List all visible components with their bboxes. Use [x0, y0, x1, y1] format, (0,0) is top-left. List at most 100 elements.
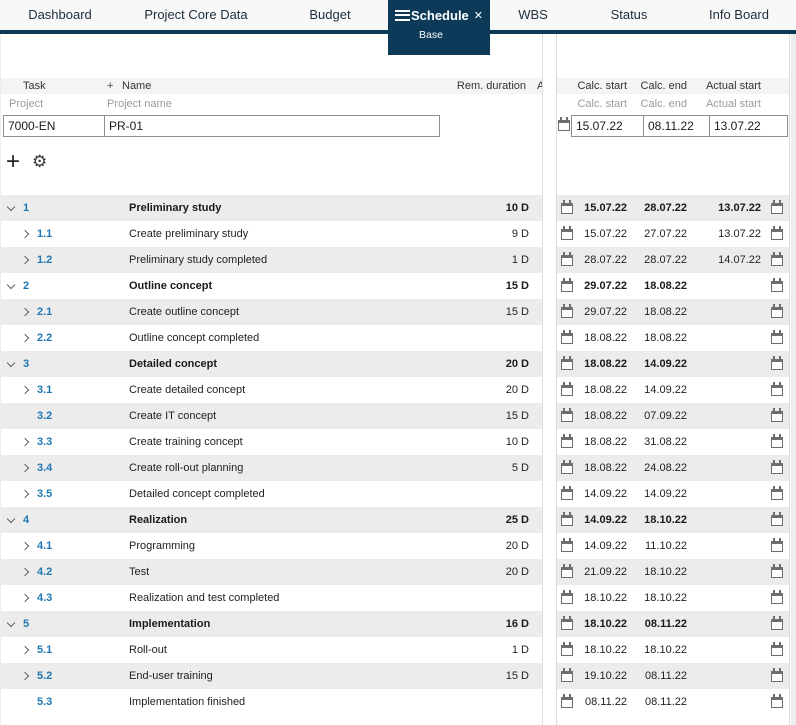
- task-row[interactable]: 2.2 Outline concept completed: [1, 325, 542, 351]
- chevron-right-icon[interactable]: [20, 463, 30, 473]
- calc-end-input[interactable]: [643, 115, 710, 137]
- chevron-down-icon[interactable]: [6, 280, 16, 290]
- hamburger-menu-icon[interactable]: [395, 9, 410, 21]
- calendar-icon[interactable]: [771, 252, 783, 266]
- calendar-icon[interactable]: [771, 408, 783, 422]
- chevron-down-icon[interactable]: [6, 618, 16, 628]
- col-header-calc-end[interactable]: Calc. end: [640, 80, 687, 92]
- calendar-icon[interactable]: [771, 382, 783, 396]
- task-row[interactable]: 5 Implementation 16 D: [1, 611, 542, 637]
- chevron-right-icon[interactable]: [20, 255, 30, 265]
- calendar-icon[interactable]: [561, 668, 573, 682]
- task-dates-row[interactable]: 18.10.22 18.10.22: [557, 637, 789, 663]
- calendar-icon[interactable]: [771, 304, 783, 318]
- task-row[interactable]: 3.4 Create roll-out planning 5 D: [1, 455, 542, 481]
- close-tab-icon[interactable]: ✕: [473, 8, 483, 22]
- task-row[interactable]: 5.1 Roll-out 1 D: [1, 637, 542, 663]
- project-id-input[interactable]: [3, 115, 105, 137]
- task-row[interactable]: 4.3 Realization and test completed: [1, 585, 542, 611]
- calendar-icon[interactable]: [558, 117, 570, 131]
- tab-info-board[interactable]: Info Board: [709, 7, 769, 22]
- calendar-icon[interactable]: [561, 330, 573, 344]
- calendar-icon[interactable]: [771, 642, 783, 656]
- task-row[interactable]: 4.2 Test 20 D: [1, 559, 542, 585]
- calendar-icon[interactable]: [561, 512, 573, 526]
- calendar-icon[interactable]: [561, 616, 573, 630]
- task-row[interactable]: 5.3 Implementation finished: [1, 689, 542, 715]
- chevron-right-icon[interactable]: [20, 567, 30, 577]
- task-dates-row[interactable]: 28.07.22 28.07.22 14.07.22: [557, 247, 789, 273]
- calendar-icon[interactable]: [561, 486, 573, 500]
- col-header-name[interactable]: Name: [122, 80, 152, 92]
- calendar-icon[interactable]: [561, 252, 573, 266]
- task-row[interactable]: 3 Detailed concept 20 D: [1, 351, 542, 377]
- chevron-down-icon[interactable]: [6, 358, 16, 368]
- add-task-button[interactable]: +: [6, 148, 21, 175]
- task-row[interactable]: 1.1 Create preliminary study 9 D: [1, 221, 542, 247]
- calendar-icon[interactable]: [561, 226, 573, 240]
- chevron-right-icon[interactable]: [20, 385, 30, 395]
- task-row[interactable]: 5.2 End-user training 15 D: [1, 663, 542, 689]
- calendar-icon[interactable]: [771, 590, 783, 604]
- task-row[interactable]: 2 Outline concept 15 D: [1, 273, 542, 299]
- col-header-calc-start[interactable]: Calc. start: [577, 80, 627, 92]
- tab-status[interactable]: Status: [610, 7, 648, 22]
- task-dates-row[interactable]: 14.09.22 14.09.22: [557, 481, 789, 507]
- col-header-actual-start[interactable]: Actual start: [705, 80, 761, 92]
- task-dates-row[interactable]: 14.09.22 11.10.22: [557, 533, 789, 559]
- calendar-icon[interactable]: [561, 304, 573, 318]
- calendar-icon[interactable]: [561, 694, 573, 708]
- task-dates-row[interactable]: 15.07.22 28.07.22 13.07.22: [557, 195, 789, 221]
- chevron-down-icon[interactable]: [6, 514, 16, 524]
- calendar-icon[interactable]: [561, 434, 573, 448]
- calendar-icon[interactable]: [771, 200, 783, 214]
- task-dates-row[interactable]: 08.11.22 08.11.22: [557, 689, 789, 715]
- chevron-right-icon[interactable]: [20, 671, 30, 681]
- calendar-icon[interactable]: [561, 382, 573, 396]
- task-row[interactable]: 4.1 Programming 20 D: [1, 533, 542, 559]
- calendar-icon[interactable]: [771, 668, 783, 682]
- gear-icon[interactable]: ⚙: [32, 152, 48, 172]
- calendar-icon[interactable]: [771, 278, 783, 292]
- tab-project-core-data[interactable]: Project Core Data: [144, 7, 248, 22]
- task-row[interactable]: 2.1 Create outline concept 15 D: [1, 299, 542, 325]
- calc-start-input[interactable]: [571, 115, 644, 137]
- task-row[interactable]: 1 Preliminary study 10 D: [1, 195, 542, 221]
- task-dates-row[interactable]: 18.08.22 24.08.22: [557, 455, 789, 481]
- chevron-right-icon[interactable]: [20, 645, 30, 655]
- calendar-icon[interactable]: [561, 590, 573, 604]
- task-dates-row[interactable]: 18.08.22 18.08.22: [557, 325, 789, 351]
- calendar-icon[interactable]: [771, 616, 783, 630]
- calendar-icon[interactable]: [771, 486, 783, 500]
- chevron-right-icon[interactable]: [20, 593, 30, 603]
- calendar-icon[interactable]: [771, 330, 783, 344]
- calendar-icon[interactable]: [561, 564, 573, 578]
- col-header-a-clipped[interactable]: A: [537, 78, 542, 94]
- chevron-right-icon[interactable]: [20, 333, 30, 343]
- col-header-task[interactable]: Task: [23, 80, 46, 92]
- tab-wbs[interactable]: WBS: [518, 7, 548, 22]
- task-dates-row[interactable]: 18.08.22 31.08.22: [557, 429, 789, 455]
- task-row[interactable]: 4 Realization 25 D: [1, 507, 542, 533]
- calendar-icon[interactable]: [561, 278, 573, 292]
- calendar-icon[interactable]: [771, 356, 783, 370]
- calendar-icon[interactable]: [561, 408, 573, 422]
- calendar-icon[interactable]: [561, 200, 573, 214]
- task-row[interactable]: 3.5 Detailed concept completed: [1, 481, 542, 507]
- task-row[interactable]: 3.2 Create IT concept 15 D: [1, 403, 542, 429]
- chevron-right-icon[interactable]: [20, 307, 30, 317]
- col-header-rem-duration[interactable]: Rem. duration: [456, 80, 526, 92]
- task-dates-row[interactable]: 29.07.22 18.08.22: [557, 273, 789, 299]
- task-row[interactable]: 3.3 Create training concept 10 D: [1, 429, 542, 455]
- calendar-icon[interactable]: [771, 226, 783, 240]
- chevron-right-icon[interactable]: [20, 229, 30, 239]
- tab-budget[interactable]: Budget: [309, 7, 351, 22]
- task-dates-row[interactable]: 18.10.22 08.11.22: [557, 611, 789, 637]
- task-dates-row[interactable]: 19.10.22 08.11.22: [557, 663, 789, 689]
- task-dates-row[interactable]: 18.08.22 14.09.22: [557, 377, 789, 403]
- task-dates-row[interactable]: 15.07.22 27.07.22 13.07.22: [557, 221, 789, 247]
- tab-schedule[interactable]: Schedule ✕ Base: [388, 0, 490, 55]
- task-dates-row[interactable]: 18.10.22 18.10.22: [557, 585, 789, 611]
- calendar-icon[interactable]: [771, 694, 783, 708]
- chevron-right-icon[interactable]: [20, 489, 30, 499]
